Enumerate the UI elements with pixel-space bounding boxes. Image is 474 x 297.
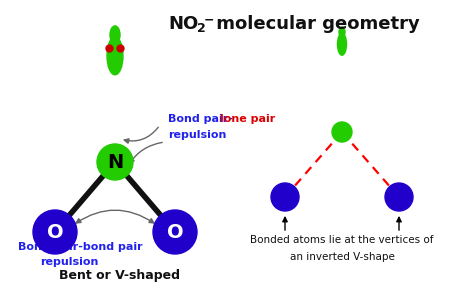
Circle shape bbox=[332, 122, 352, 142]
Text: molecular geometry: molecular geometry bbox=[210, 15, 420, 33]
Circle shape bbox=[153, 210, 197, 254]
Text: repulsion: repulsion bbox=[40, 257, 99, 267]
Circle shape bbox=[271, 183, 299, 211]
Text: −: − bbox=[204, 13, 214, 26]
Text: Bonded atoms lie at the vertices of: Bonded atoms lie at the vertices of bbox=[250, 235, 434, 245]
Text: Bond pair-: Bond pair- bbox=[168, 114, 233, 124]
Ellipse shape bbox=[107, 37, 123, 75]
Text: repulsion: repulsion bbox=[168, 130, 227, 140]
Text: 2: 2 bbox=[197, 22, 205, 35]
Text: NO: NO bbox=[168, 15, 199, 33]
Circle shape bbox=[97, 144, 133, 180]
Text: Bent or V-shaped: Bent or V-shaped bbox=[60, 269, 181, 282]
Text: N: N bbox=[107, 152, 123, 171]
Text: lone pair: lone pair bbox=[220, 114, 275, 124]
Circle shape bbox=[33, 210, 77, 254]
Ellipse shape bbox=[339, 27, 345, 37]
Text: an inverted V-shape: an inverted V-shape bbox=[290, 252, 394, 262]
Text: O: O bbox=[167, 222, 183, 241]
Text: O: O bbox=[46, 222, 64, 241]
Ellipse shape bbox=[337, 33, 346, 55]
Text: Bond pair-bond pair: Bond pair-bond pair bbox=[18, 242, 143, 252]
Ellipse shape bbox=[110, 26, 120, 44]
Circle shape bbox=[385, 183, 413, 211]
